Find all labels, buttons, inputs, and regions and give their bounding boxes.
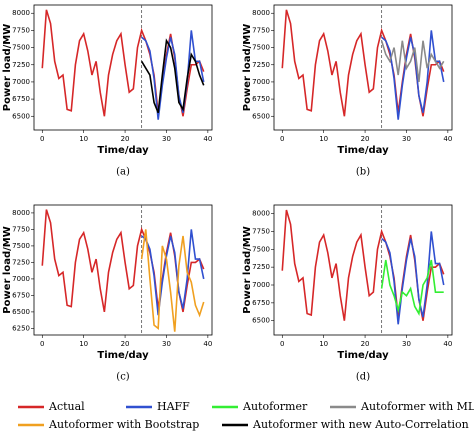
- y-tick-label: 7750: [252, 26, 270, 34]
- y-tick-label: 7250: [252, 61, 270, 69]
- y-tick-label: 7500: [252, 44, 270, 52]
- y-tick-label: 8000: [12, 9, 30, 17]
- y-tick-label: 7250: [252, 263, 270, 271]
- y-tick-label: 8000: [252, 210, 270, 218]
- y-tick-label: 6500: [252, 112, 270, 120]
- x-tick-label: 10: [319, 135, 328, 143]
- x-tick-label: 40: [443, 340, 452, 348]
- y-tick-label: 7500: [12, 44, 30, 52]
- subplot-caption: (a): [116, 167, 130, 178]
- series-line: [141, 30, 205, 120]
- series-line: [140, 38, 205, 114]
- legend-label: Actual: [48, 400, 85, 413]
- y-tick-label: 7250: [12, 61, 30, 69]
- y-tick-label: 7000: [252, 281, 270, 289]
- x-tick-label: 20: [121, 135, 130, 143]
- x-tick-label: 20: [361, 340, 370, 348]
- y-tick-label: 6750: [12, 95, 30, 103]
- x-axis-label: Time/day: [337, 350, 389, 361]
- x-tick-label: 30: [162, 135, 171, 143]
- legend-label: HAFF: [157, 400, 190, 413]
- y-axis-label: Power load/MW: [2, 226, 13, 313]
- y-tick-label: 7750: [12, 225, 30, 233]
- legend-label: Autoformer with MLR: [360, 400, 474, 413]
- series-line: [141, 229, 205, 316]
- x-tick-label: 20: [121, 340, 130, 348]
- x-tick-label: 0: [280, 340, 284, 348]
- x-tick-label: 0: [40, 340, 44, 348]
- plot-area: [273, 204, 453, 336]
- x-axis-label: Time/day: [97, 350, 149, 361]
- x-tick-label: 30: [402, 135, 411, 143]
- series-line: [381, 231, 445, 325]
- x-tick-label: 20: [361, 135, 370, 143]
- series-line: [381, 30, 445, 120]
- y-tick-label: 7000: [12, 78, 30, 86]
- y-axis-label: Power load/MW: [242, 226, 253, 313]
- x-tick-label: 10: [79, 135, 88, 143]
- series-line: [380, 259, 444, 316]
- y-tick-label: 7750: [252, 227, 270, 235]
- x-tick-label: 0: [280, 135, 284, 143]
- y-tick-label: 6750: [252, 95, 270, 103]
- y-tick-label: 6500: [12, 308, 30, 316]
- y-axis-label: Power load/MW: [2, 24, 13, 111]
- y-tick-label: 6250: [12, 324, 30, 332]
- legend-label: Autoformer: [242, 400, 308, 413]
- y-tick-label: 7250: [12, 258, 30, 266]
- y-tick-label: 6750: [12, 291, 30, 299]
- x-tick-label: 30: [402, 340, 411, 348]
- x-tick-label: 10: [319, 340, 328, 348]
- x-tick-label: 40: [203, 340, 212, 348]
- y-axis-label: Power load/MW: [242, 24, 253, 111]
- x-tick-label: 10: [79, 340, 88, 348]
- subplot-caption: (b): [356, 167, 370, 178]
- x-tick-label: 40: [203, 135, 212, 143]
- y-tick-label: 7500: [252, 245, 270, 253]
- plot-area: [273, 4, 453, 131]
- y-tick-label: 7000: [252, 78, 270, 86]
- y-tick-label: 7500: [12, 242, 30, 250]
- y-tick-label: 8000: [252, 9, 270, 17]
- plot-area: [33, 4, 213, 131]
- subplot-caption: (c): [116, 372, 130, 383]
- y-tick-label: 8000: [12, 209, 30, 217]
- x-tick-label: 30: [162, 340, 171, 348]
- x-tick-label: 0: [40, 135, 44, 143]
- series-line: [380, 40, 445, 83]
- legend-label: Autoformer with new Auto-Correlation: [252, 418, 469, 431]
- y-tick-label: 6500: [252, 317, 270, 325]
- x-axis-label: Time/day: [337, 145, 389, 156]
- y-tick-label: 6500: [12, 112, 30, 120]
- plot-area: [33, 204, 213, 336]
- legend-label: Autoformer with Bootstrap: [48, 418, 199, 431]
- y-tick-label: 7000: [12, 275, 30, 283]
- x-axis-label: Time/day: [97, 145, 149, 156]
- y-tick-label: 6750: [252, 299, 270, 307]
- y-tick-label: 7750: [12, 26, 30, 34]
- x-tick-label: 40: [443, 135, 452, 143]
- subplot-caption: (d): [356, 372, 370, 383]
- series-line: [140, 229, 205, 332]
